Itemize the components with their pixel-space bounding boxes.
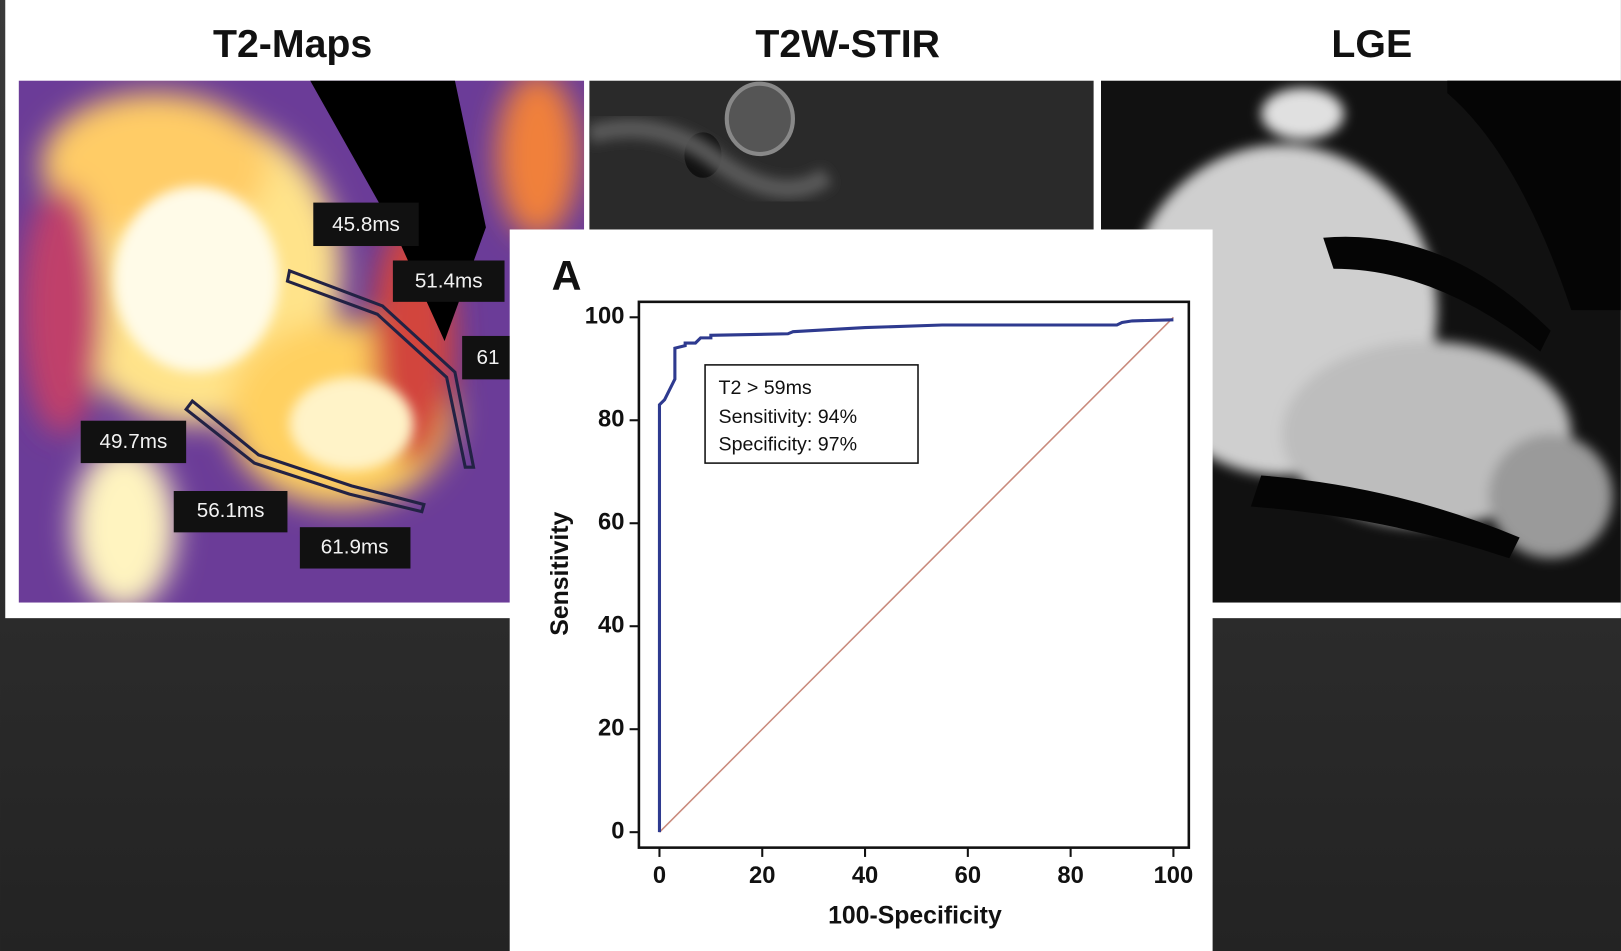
y-tick-label: 40 xyxy=(598,612,624,639)
y-tick-label: 80 xyxy=(598,406,624,433)
y-axis-title: Sensitivity xyxy=(547,511,574,635)
x-tick-label: 20 xyxy=(749,862,775,889)
x-tick-label: 100 xyxy=(1154,862,1194,889)
series-line xyxy=(657,318,1174,833)
series-line xyxy=(658,316,1174,833)
y-tick-label: 100 xyxy=(585,303,625,330)
panel-title: LGE xyxy=(1331,22,1412,66)
y-tick-label: 0 xyxy=(611,817,624,844)
tag-text: 45.8ms xyxy=(332,213,400,236)
tag-text: 56.1ms xyxy=(197,499,265,522)
x-tick-label: 80 xyxy=(1057,862,1083,889)
tag-text: 49.7ms xyxy=(100,430,168,453)
x-tick-label: 0 xyxy=(653,862,666,889)
annotation-text: Sensitivity: 94% xyxy=(719,406,858,428)
chart-panel xyxy=(509,229,1213,951)
plot-frame xyxy=(637,300,1191,849)
panel-title: T2-Maps xyxy=(213,22,372,66)
y-tick-label: 60 xyxy=(598,509,624,536)
tag-box xyxy=(392,260,505,302)
tag-text: 51.4ms xyxy=(415,270,483,293)
panel-title: T2W-STIR xyxy=(755,22,940,66)
annotation-box xyxy=(704,364,919,464)
x-axis-title: 100-Specificity xyxy=(828,902,1002,929)
tag-box xyxy=(299,527,411,569)
annotation-text: Specificity: 97% xyxy=(719,434,858,456)
t2-value-tags: 45.8ms 51.4ms 61 49.7ms 56.1ms 61.9ms xyxy=(80,202,514,569)
tag-box xyxy=(80,420,187,464)
tag-box xyxy=(462,335,514,380)
tag-text: 61 xyxy=(476,346,499,369)
plot: 0 20 40 60 80 100 0 20 40 60 80 100 xyxy=(585,303,1193,889)
x-tick-label: 40 xyxy=(852,862,878,889)
tag-text: 61.9ms xyxy=(321,535,389,558)
panel-label: A xyxy=(552,253,582,299)
tag-box xyxy=(313,202,419,247)
annotation-text: T2 > 59ms xyxy=(719,377,812,399)
y-tick-label: 20 xyxy=(598,714,624,741)
tag-box xyxy=(173,491,288,533)
x-tick-label: 60 xyxy=(955,862,981,889)
